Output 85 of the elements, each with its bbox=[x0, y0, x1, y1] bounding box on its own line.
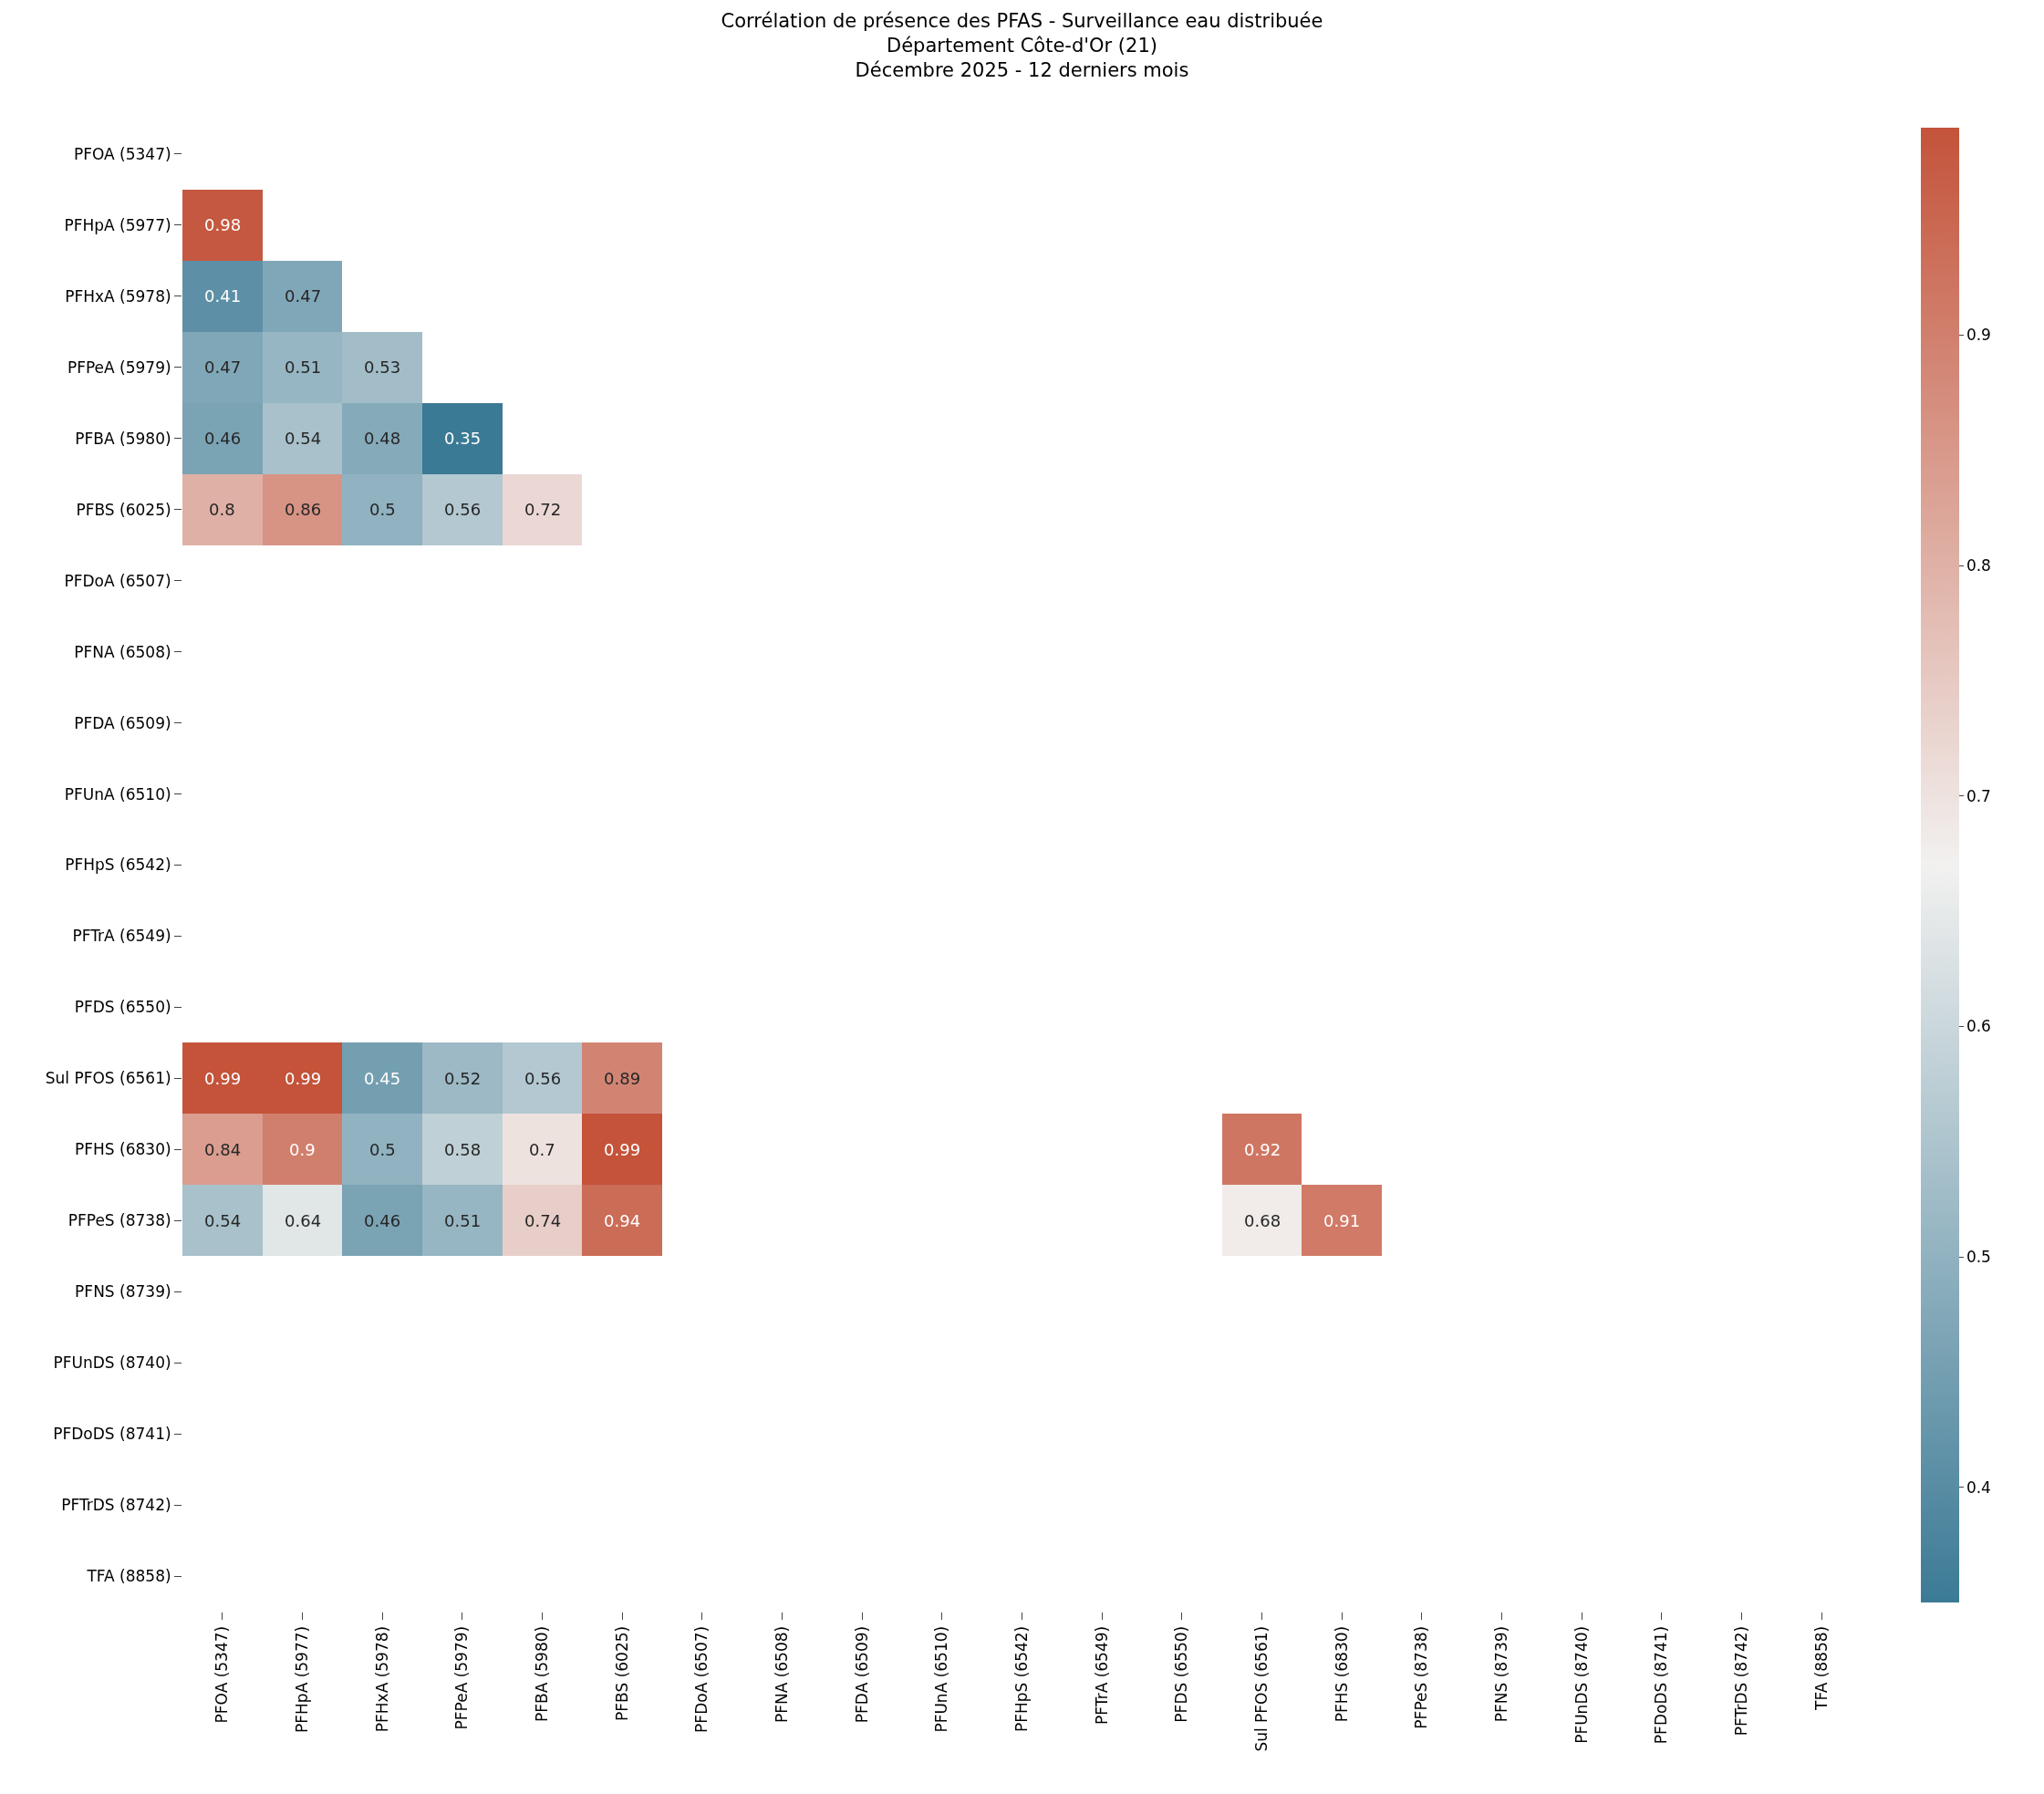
data-label: 0.47 bbox=[204, 358, 242, 377]
data-label: 0.48 bbox=[364, 429, 401, 448]
x-tick-label: PFHpS (6542) bbox=[1012, 1625, 1032, 1733]
data-label: 0.53 bbox=[364, 358, 401, 377]
y-tick-label: TFA (8858) bbox=[86, 1566, 171, 1585]
data-label: 0.84 bbox=[204, 1140, 242, 1159]
data-label: 0.68 bbox=[1244, 1211, 1281, 1230]
x-tick-label: PFNA (6508) bbox=[773, 1625, 792, 1724]
data-label: 0.7 bbox=[529, 1140, 555, 1159]
data-label: 0.51 bbox=[444, 1211, 482, 1230]
color-bar-label: 0.8 bbox=[1966, 556, 1991, 575]
data-label: 0.56 bbox=[444, 500, 482, 519]
data-label: 0.99 bbox=[204, 1069, 242, 1088]
x-tick-label: PFHxA (5978) bbox=[372, 1625, 391, 1733]
y-tick-label: PFOA (5347) bbox=[73, 144, 171, 163]
y-tick-label: PFTrA (6549) bbox=[72, 927, 171, 946]
data-label: 0.52 bbox=[444, 1069, 482, 1088]
color-bar-label: 0.9 bbox=[1966, 326, 1991, 345]
data-label: 0.41 bbox=[204, 286, 242, 306]
x-tick-label: PFTrA (6549) bbox=[1092, 1625, 1111, 1725]
chart-title: Corrélation de présence des PFAS - Surveillance eau distribuée Département Côte-d'Or (21) Décembre 2025 - 12 derniers mois bbox=[721, 9, 1323, 82]
y-tick-label: PFDA (6509) bbox=[74, 713, 171, 732]
x-tick-label: PFUnA (6510) bbox=[932, 1625, 951, 1733]
data-label: 0.94 bbox=[604, 1211, 641, 1230]
x-tick-label: PFBS (6025) bbox=[612, 1625, 631, 1721]
data-label: 0.92 bbox=[1244, 1140, 1281, 1159]
y-tick-label: PFNA (6508) bbox=[74, 642, 171, 661]
data-label: 0.72 bbox=[524, 500, 562, 519]
data-label: 0.9 bbox=[289, 1140, 316, 1159]
data-label: 0.46 bbox=[364, 1211, 401, 1230]
data-label: 0.91 bbox=[1323, 1211, 1361, 1230]
data-label: 0.5 bbox=[369, 1140, 396, 1159]
color-bar-label: 0.7 bbox=[1966, 786, 1991, 805]
x-tick-label: PFPeA (5979) bbox=[452, 1625, 472, 1730]
x-tick-label: PFNS (8739) bbox=[1492, 1625, 1511, 1723]
y-tick-label: PFBA (5980) bbox=[75, 429, 171, 448]
y-tick-label: PFUnA (6510) bbox=[64, 784, 171, 804]
data-label: 0.8 bbox=[209, 500, 235, 519]
x-tick-label: PFDA (6509) bbox=[852, 1625, 871, 1724]
data-label: 0.54 bbox=[285, 429, 322, 448]
data-label: 0.99 bbox=[604, 1140, 641, 1159]
data-label: 0.58 bbox=[444, 1140, 482, 1159]
y-tick-label: PFHS (6830) bbox=[75, 1140, 171, 1159]
data-label: 0.86 bbox=[285, 500, 322, 519]
data-label: 0.56 bbox=[524, 1069, 562, 1088]
x-tick-label: PFDoA (6507) bbox=[692, 1625, 711, 1733]
x-tick-label: PFDoDS (8741) bbox=[1652, 1625, 1671, 1745]
data-label: 0.98 bbox=[204, 215, 242, 234]
x-tick-label: PFDS (6550) bbox=[1172, 1625, 1191, 1723]
data-label: 0.89 bbox=[604, 1069, 641, 1088]
data-label: 0.54 bbox=[204, 1211, 242, 1230]
data-label: 0.47 bbox=[285, 286, 322, 306]
y-tick-label: Sul PFOS (6561) bbox=[45, 1069, 171, 1088]
x-tick-label: PFHpA (5977) bbox=[293, 1625, 312, 1733]
y-tick-label: PFPeS (8738) bbox=[67, 1211, 171, 1230]
color-bar-label: 0.4 bbox=[1966, 1478, 1991, 1497]
y-tick-label: PFDoDS (8741) bbox=[53, 1425, 171, 1444]
x-tick-label: PFOA (5347) bbox=[213, 1625, 232, 1724]
x-tick-label: PFHS (6830) bbox=[1332, 1625, 1351, 1723]
y-tick-label: PFNS (8739) bbox=[75, 1282, 171, 1301]
data-label: 0.74 bbox=[524, 1211, 562, 1230]
x-tick-label: PFBA (5980) bbox=[533, 1625, 552, 1723]
x-tick-label: PFUnDS (8740) bbox=[1572, 1625, 1591, 1744]
y-tick-label: PFPeA (5979) bbox=[67, 358, 171, 377]
x-tick-label: PFTrDS (8742) bbox=[1732, 1625, 1751, 1737]
color-bar-label: 0.5 bbox=[1966, 1247, 1991, 1266]
y-tick-label: PFDoA (6507) bbox=[64, 571, 171, 590]
color-bar-label: 0.6 bbox=[1966, 1017, 1991, 1036]
x-tick-label: PFPeS (8738) bbox=[1412, 1625, 1431, 1729]
y-tick-label: PFTrDS (8742) bbox=[61, 1496, 171, 1515]
y-tick-label: PFHpS (6542) bbox=[65, 856, 171, 875]
y-tick-label: PFUnDS (8740) bbox=[53, 1353, 171, 1373]
data-label: 0.46 bbox=[204, 429, 242, 448]
x-tick-label: Sul PFOS (6561) bbox=[1252, 1625, 1271, 1752]
x-tick-label: TFA (8858) bbox=[1811, 1625, 1831, 1711]
y-tick-label: PFBS (6025) bbox=[76, 500, 171, 519]
y-tick-label: PFHxA (5978) bbox=[65, 286, 171, 306]
data-label: 0.45 bbox=[364, 1069, 401, 1088]
data-label: 0.5 bbox=[369, 500, 396, 519]
y-tick-label: PFHpA (5977) bbox=[64, 215, 171, 234]
data-label: 0.35 bbox=[444, 429, 482, 448]
data-label: 0.64 bbox=[285, 1211, 322, 1230]
data-label: 0.99 bbox=[285, 1069, 322, 1088]
y-tick-label: PFDS (6550) bbox=[74, 998, 171, 1017]
data-label: 0.51 bbox=[285, 358, 322, 377]
